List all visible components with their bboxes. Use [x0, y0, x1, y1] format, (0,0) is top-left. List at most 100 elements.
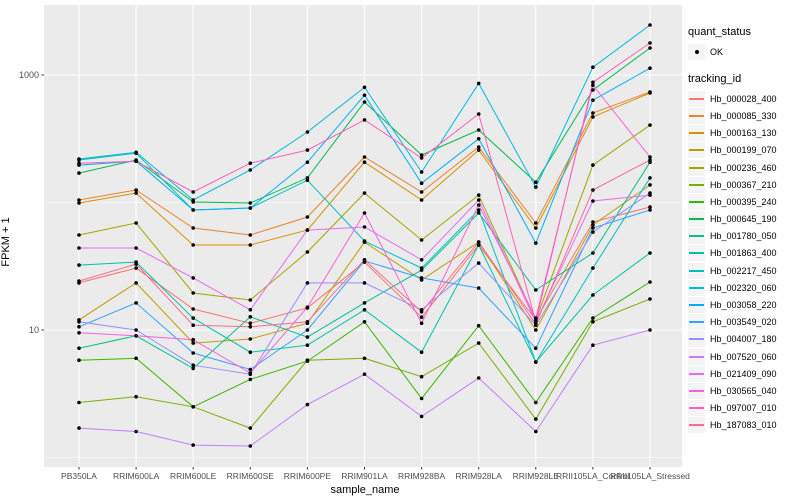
legend-entry-Hb_000085_330: Hb_000085_330 [688, 107, 800, 124]
data-point-Hb_003058_220 [191, 208, 195, 212]
x-tick-label: RRIM928BA [398, 471, 446, 481]
legend-key-color-swatch [688, 365, 705, 382]
data-point-Hb_187083_010 [476, 240, 481, 244]
data-point-Hb_004007_180 [134, 328, 138, 332]
legend-entry-Hb_097007_010: Hb_097007_010 [688, 400, 800, 417]
data-point-Hb_187083_010 [591, 188, 595, 192]
data-point-Hb_000645_190 [648, 46, 652, 50]
legend-color-line [689, 407, 704, 410]
data-point-Hb_003058_220 [419, 181, 424, 185]
legend-entry-Hb_002217_450: Hb_002217_450 [688, 262, 800, 279]
data-point-Hb_000367_210 [419, 374, 424, 379]
data-point-Hb_097007_010 [191, 190, 195, 194]
data-point-Hb_000199_070 [191, 341, 195, 345]
legend-key-color-swatch [688, 279, 705, 296]
data-point-Hb_007520_060 [191, 443, 195, 447]
data-point-Hb_002320_060 [134, 150, 138, 155]
data-point-Hb_097007_010 [248, 161, 253, 165]
legend-color-line [689, 114, 704, 117]
point-glyph [694, 49, 699, 54]
data-point-Hb_001780_050 [362, 301, 367, 305]
data-point-Hb_004007_180 [305, 281, 310, 285]
data-point-Hb_003058_220 [248, 206, 253, 210]
legend-key-color-swatch [688, 331, 705, 348]
data-point-Hb_001780_050 [305, 335, 310, 339]
data-point-Hb_030565_040 [648, 155, 652, 159]
legend-entry-Hb_187083_010: Hb_187083_010 [688, 417, 800, 434]
legend-entry-Hb_001863_400: Hb_001863_400 [688, 245, 800, 262]
legend-entry-Hb_000028_400: Hb_000028_400 [688, 90, 800, 107]
data-point-Hb_003058_220 [362, 93, 367, 97]
data-point-Hb_002217_450 [305, 178, 310, 182]
data-point-Hb_000163_130 [134, 191, 138, 195]
data-point-Hb_187083_010 [419, 310, 424, 314]
data-point-Hb_000367_210 [534, 417, 538, 421]
data-point-Hb_007520_060 [362, 372, 367, 377]
data-point-Hb_000367_210 [134, 394, 138, 399]
data-point-Hb_001863_400 [305, 343, 310, 348]
legend-key-color-swatch [688, 297, 705, 314]
data-point-Hb_000395_240 [362, 320, 367, 324]
x-tick-label: RRIM600PE [284, 471, 332, 481]
x-tick-label: RRIM901LA [341, 471, 388, 481]
y-tick-label: 1000 [19, 70, 39, 80]
data-point-Hb_002320_060 [77, 157, 81, 161]
legend-label: Hb_000395_240 [710, 196, 777, 207]
data-point-Hb_001863_400 [248, 350, 253, 355]
data-point-Hb_187083_010 [248, 325, 253, 329]
data-point-Hb_003058_220 [476, 137, 481, 141]
data-point-Hb_000367_210 [362, 356, 367, 361]
data-point-Hb_000236_460 [77, 233, 81, 237]
data-point-Hb_000163_130 [248, 243, 253, 247]
data-point-Hb_002217_450 [362, 239, 367, 243]
data-point-Hb_000028_400 [191, 307, 195, 311]
legend-color-line [689, 200, 704, 203]
legend-entry-Hb_003058_220: Hb_003058_220 [688, 296, 800, 314]
data-point-Hb_000085_330 [191, 226, 195, 230]
data-point-Hb_003549_020 [191, 351, 195, 355]
data-point-Hb_000236_460 [248, 298, 253, 302]
data-point-Hb_000645_190 [77, 171, 81, 175]
data-point-Hb_000367_210 [248, 426, 253, 430]
data-point-Hb_003058_220 [534, 241, 538, 245]
data-point-Hb_003549_020 [534, 346, 538, 351]
y-axis-title: FPKM + 1 [0, 217, 12, 267]
data-point-Hb_003549_020 [476, 286, 481, 290]
legend-key-color-swatch [688, 382, 705, 399]
legend-color-line [689, 218, 704, 221]
data-point-Hb_000367_210 [648, 297, 652, 301]
data-point-Hb_007520_060 [248, 444, 253, 448]
data-point-Hb_097007_010 [134, 159, 138, 163]
data-point-Hb_002320_060 [591, 65, 595, 69]
data-point-Hb_000085_330 [476, 145, 481, 149]
data-point-Hb_007520_060 [305, 402, 310, 407]
data-point-Hb_007520_060 [134, 429, 138, 434]
data-point-Hb_003549_020 [305, 328, 310, 332]
data-point-Hb_000236_460 [648, 123, 652, 127]
data-point-Hb_187083_010 [648, 158, 652, 162]
legend-label: Hb_007520_060 [710, 351, 777, 362]
data-point-Hb_000199_070 [648, 183, 652, 187]
legend-color-line [689, 338, 704, 341]
legend-label: Hb_000645_190 [710, 214, 777, 225]
x-tick-label: RRIM600LA [113, 471, 160, 481]
data-point-Hb_030565_040 [191, 337, 195, 342]
data-point-Hb_001863_400 [77, 263, 81, 267]
data-point-Hb_004007_180 [476, 261, 481, 265]
legend-label-ok: OK [710, 46, 724, 57]
data-point-Hb_002320_060 [248, 168, 253, 172]
data-point-Hb_000028_400 [134, 266, 138, 270]
data-point-Hb_000163_130 [362, 160, 367, 164]
data-point-Hb_000199_070 [248, 337, 253, 341]
x-tick-label: RRIM600LE [170, 471, 217, 481]
data-point-Hb_000085_330 [305, 215, 310, 219]
legend-key-color-swatch [688, 245, 705, 262]
data-point-Hb_021409_090 [305, 228, 310, 232]
data-point-Hb_000236_460 [362, 191, 367, 195]
data-point-Hb_021409_090 [77, 246, 81, 250]
data-point-Hb_021409_090 [591, 199, 595, 203]
data-point-Hb_030565_040 [77, 331, 81, 335]
data-point-Hb_000199_070 [534, 328, 538, 332]
data-point-Hb_002320_060 [191, 198, 195, 202]
